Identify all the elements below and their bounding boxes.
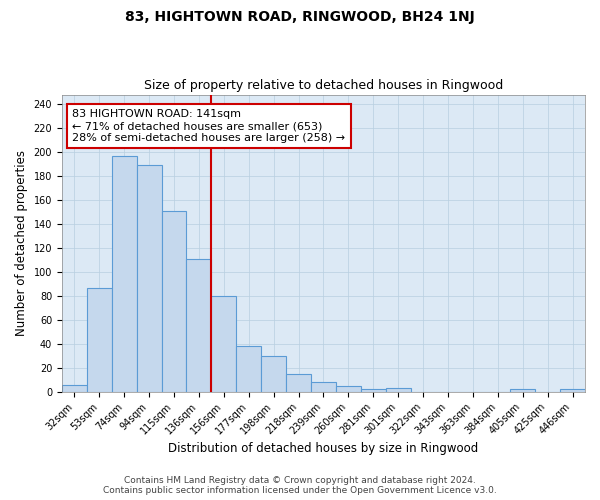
Title: Size of property relative to detached houses in Ringwood: Size of property relative to detached ho… [144,79,503,92]
Bar [87,288,112,392]
Bar [211,296,236,392]
Bar [386,388,410,392]
Bar [161,211,187,392]
Bar [187,259,211,392]
Bar [336,386,361,392]
Bar [236,346,261,392]
Bar [361,390,386,392]
Bar [286,374,311,392]
Text: 83, HIGHTOWN ROAD, RINGWOOD, BH24 1NJ: 83, HIGHTOWN ROAD, RINGWOOD, BH24 1NJ [125,10,475,24]
Y-axis label: Number of detached properties: Number of detached properties [15,150,28,336]
Bar [137,166,161,392]
Bar [112,156,137,392]
Bar [510,390,535,392]
X-axis label: Distribution of detached houses by size in Ringwood: Distribution of detached houses by size … [169,442,479,455]
Bar [261,356,286,392]
Bar [560,390,585,392]
Text: 83 HIGHTOWN ROAD: 141sqm
← 71% of detached houses are smaller (653)
28% of semi-: 83 HIGHTOWN ROAD: 141sqm ← 71% of detach… [73,110,346,142]
Bar [62,384,87,392]
Bar [311,382,336,392]
Text: Contains HM Land Registry data © Crown copyright and database right 2024.
Contai: Contains HM Land Registry data © Crown c… [103,476,497,495]
